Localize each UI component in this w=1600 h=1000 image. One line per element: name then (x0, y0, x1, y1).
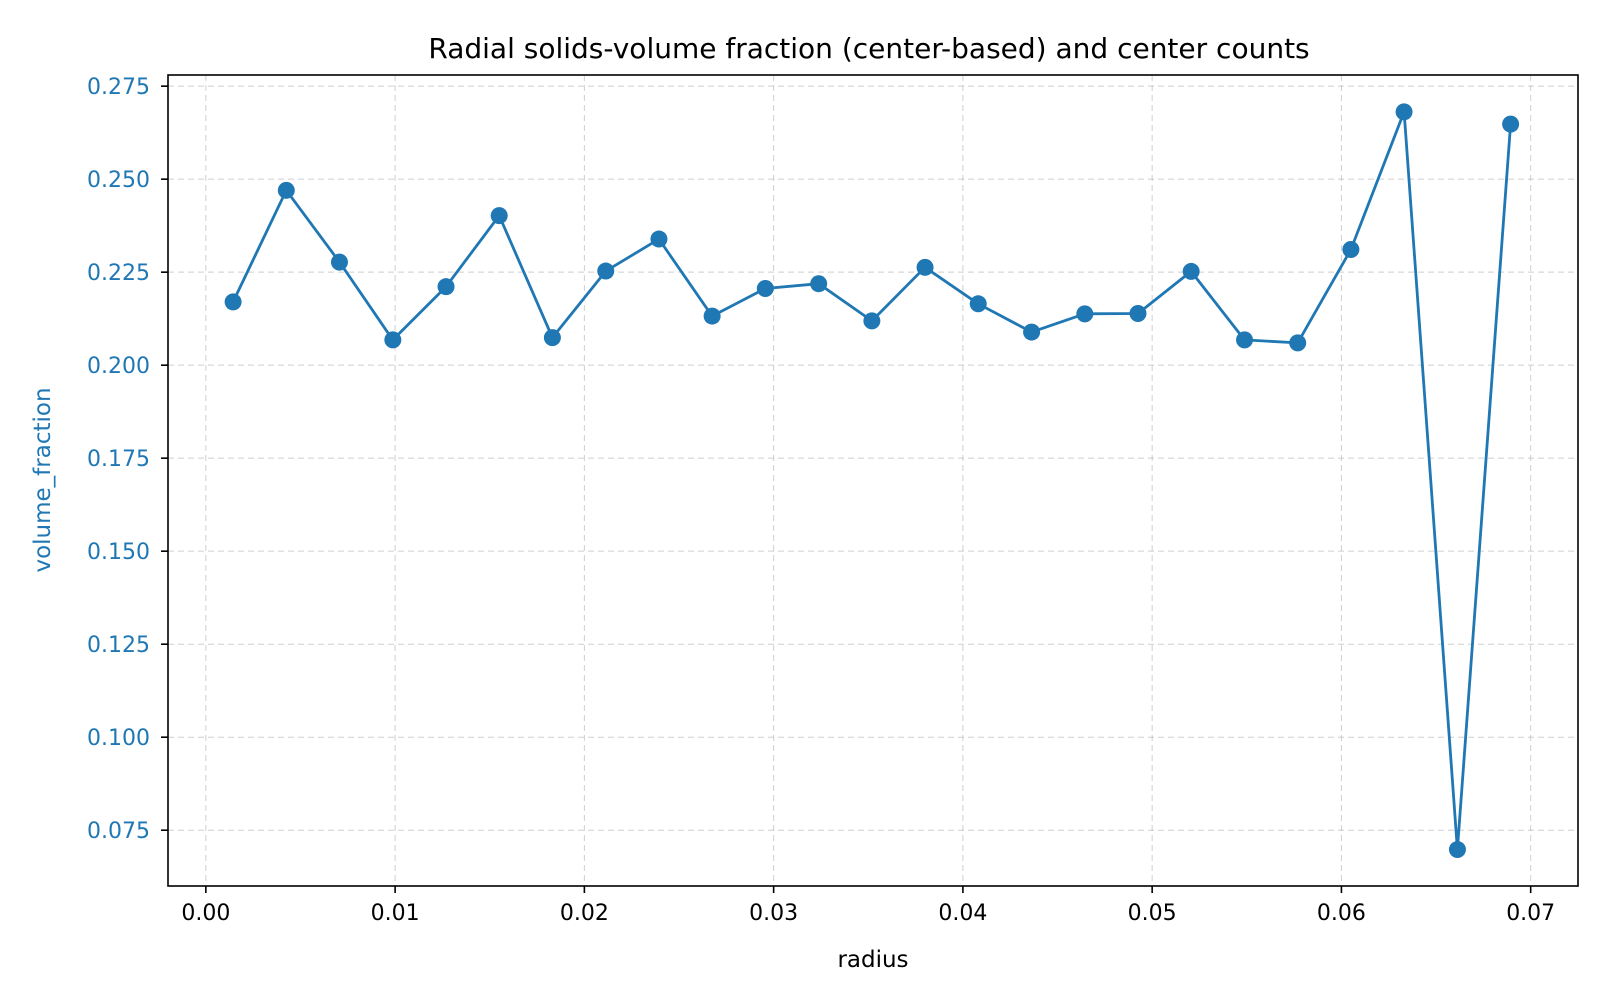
x-tick-label: 0.01 (371, 901, 420, 926)
data-point (1342, 240, 1360, 258)
y-tick-label: 0.250 (87, 168, 150, 193)
x-tick-label: 0.00 (181, 901, 230, 926)
y-tick-label: 0.225 (87, 261, 150, 286)
data-point (1395, 103, 1413, 121)
x-tick-label: 0.04 (938, 901, 987, 926)
x-tick-label: 0.06 (1317, 901, 1366, 926)
plot-area-frame (167, 74, 1579, 887)
data-point (224, 293, 242, 311)
data-point (1448, 841, 1466, 859)
x-axis-label: radius (837, 947, 908, 973)
x-tick-label: 0.03 (749, 901, 798, 926)
y-tick-label: 0.275 (87, 75, 150, 100)
data-point (756, 280, 774, 298)
y-tick-label: 0.100 (87, 726, 150, 751)
y-tick-label: 0.175 (87, 447, 150, 472)
x-tick-label: 0.05 (1128, 901, 1177, 926)
y-axis: 0.075 0.100 0.125 0.150 0.175 0.200 0.225 0.250… (87, 75, 168, 844)
data-point (330, 253, 348, 271)
data-point (1182, 262, 1200, 280)
data-point (437, 278, 455, 296)
y-axis-label: volume_fraction (30, 387, 56, 572)
data-point (1289, 334, 1307, 352)
grid-lines (168, 75, 1578, 886)
x-axis: 0.00 0.01 0.02 0.03 0.04 0.05 0.06 0.07 (181, 886, 1555, 926)
data-point (384, 331, 402, 349)
data-point (969, 295, 987, 313)
data-point (1502, 115, 1520, 133)
data-point (597, 262, 615, 280)
data-point (650, 230, 668, 248)
y-tick-label: 0.125 (87, 633, 150, 658)
data-point (1236, 331, 1254, 349)
data-point (1129, 304, 1147, 322)
y-tick-label: 0.075 (87, 819, 150, 844)
series-layer (224, 103, 1520, 859)
data-point (277, 181, 295, 199)
data-point (863, 312, 881, 330)
data-point (1076, 305, 1094, 323)
data-point (543, 329, 561, 347)
x-tick-label: 0.07 (1506, 901, 1555, 926)
data-point (810, 275, 828, 293)
data-point (916, 258, 934, 276)
x-tick-label: 0.02 (560, 901, 609, 926)
data-point (490, 207, 508, 225)
y-tick-label: 0.150 (87, 540, 150, 565)
series-line (231, 110, 1512, 851)
chart-title: Radial solids-volume fraction (center-ba… (428, 32, 1309, 65)
data-point (703, 307, 721, 325)
data-point (1023, 323, 1041, 341)
y-tick-label: 0.200 (87, 354, 150, 379)
